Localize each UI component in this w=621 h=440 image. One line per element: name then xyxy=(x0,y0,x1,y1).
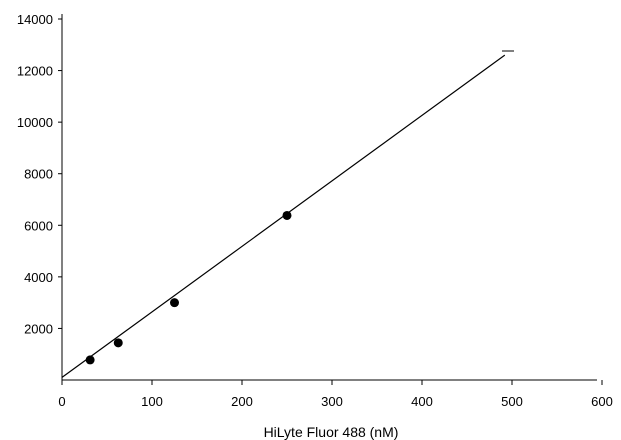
x-axis-title: HiLyte Fluor 488 (nM) xyxy=(264,424,399,440)
x-tick-label: 400 xyxy=(411,394,433,409)
x-tick-label: 0 xyxy=(58,394,65,409)
y-tick-label: 8000 xyxy=(24,167,53,182)
data-point xyxy=(170,298,179,308)
data-point xyxy=(282,210,292,220)
y-tick-label: 4000 xyxy=(24,270,53,285)
y-axis-ticks: 2000 4000 6000 8000 10000 12000 14000 xyxy=(17,12,62,336)
data-point xyxy=(85,355,95,365)
x-tick-label: 100 xyxy=(141,394,163,409)
x-tick-label: 500 xyxy=(501,394,523,409)
x-tick-label: 200 xyxy=(231,394,253,409)
x-axis-ticks: 0 100 200 300 400 500 600 xyxy=(58,380,613,409)
data-point xyxy=(113,338,123,348)
y-tick-label: 2000 xyxy=(24,321,53,336)
y-tick-label: 10000 xyxy=(17,115,53,130)
y-tick-label: 14000 xyxy=(17,12,53,27)
x-tick-label: 600 xyxy=(591,394,613,409)
y-tick-label: 12000 xyxy=(17,64,53,79)
y-tick-label: 6000 xyxy=(24,218,53,233)
data-points xyxy=(85,210,292,365)
x-tick-label: 300 xyxy=(321,394,343,409)
